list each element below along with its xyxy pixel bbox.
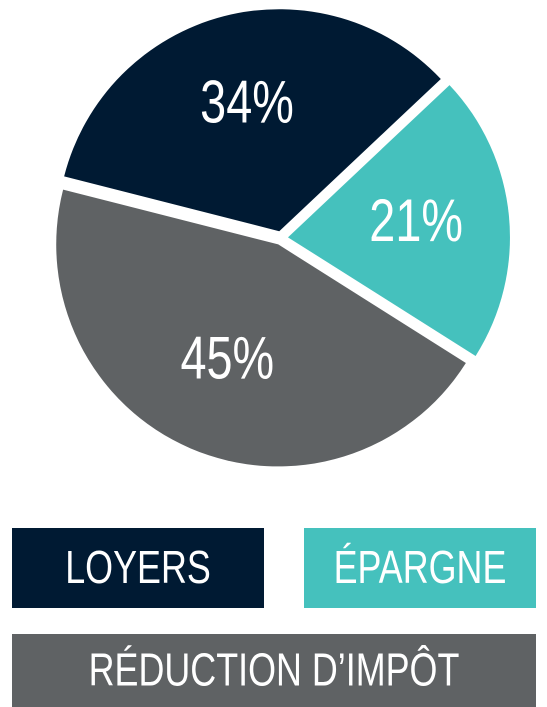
pie-slice xyxy=(287,85,510,356)
legend-swatch xyxy=(304,528,536,608)
pie-slice xyxy=(56,189,466,467)
legend-label: LOYERS xyxy=(65,542,211,593)
legend-swatch xyxy=(12,528,264,608)
slice-label: 34% xyxy=(200,69,294,136)
legend-swatch xyxy=(12,634,536,707)
slice-label: 21% xyxy=(369,187,463,254)
slice-label: 45% xyxy=(180,325,274,392)
legend-label: RÉDUCTION D’IMPÔT xyxy=(89,644,460,695)
legend-label: ÉPARGNE xyxy=(334,542,507,593)
pie-slice xyxy=(64,9,441,232)
